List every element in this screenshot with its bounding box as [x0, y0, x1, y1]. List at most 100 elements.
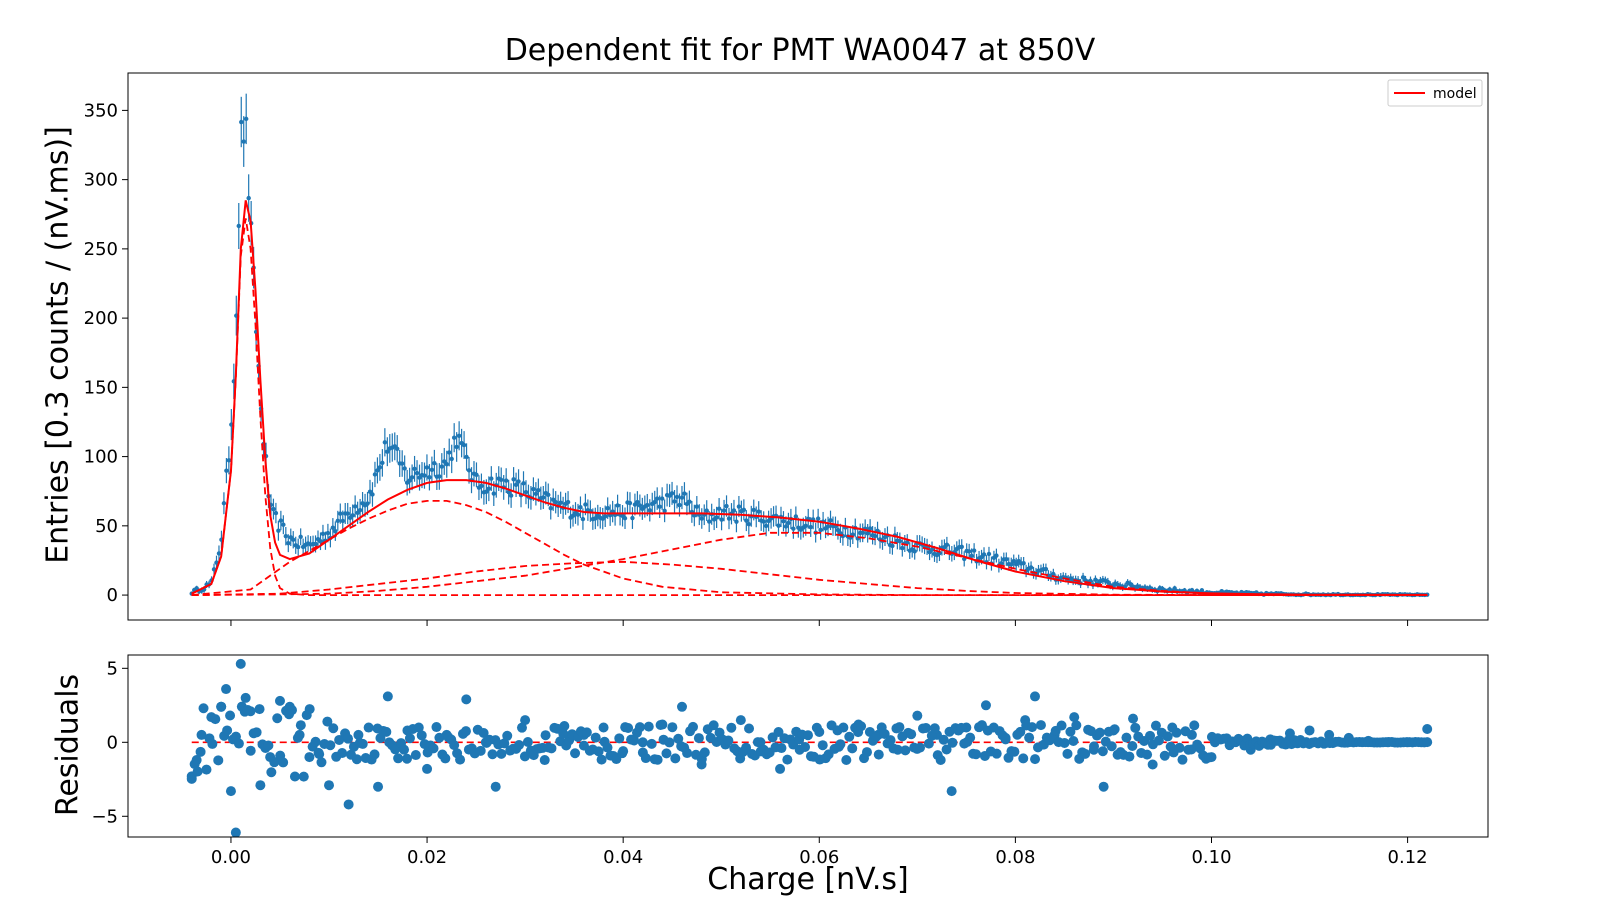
data-point [513, 482, 519, 488]
data-point [503, 478, 509, 483]
residual-point [946, 786, 957, 797]
residual-point [514, 740, 525, 751]
data-point [627, 500, 633, 506]
data-point [533, 491, 539, 497]
data-point [1105, 579, 1111, 585]
residual-point [357, 738, 368, 749]
residual-point [741, 742, 752, 753]
data-point [783, 524, 789, 529]
residuals-y-tick-label: 5 [107, 658, 118, 679]
data-point [751, 507, 756, 513]
data-point [246, 195, 251, 201]
data-point [721, 508, 727, 513]
main-plot-frame [127, 72, 1489, 621]
data-point [499, 477, 504, 483]
data-point [464, 454, 469, 460]
data-point [719, 517, 724, 522]
data-point [929, 547, 935, 552]
data-point [815, 516, 821, 521]
main-y-tick-label-250: 250 [84, 239, 118, 260]
data-point [580, 516, 586, 522]
data-point [763, 523, 769, 529]
residual-point [487, 749, 498, 760]
residual-point [634, 722, 645, 733]
data-point [456, 433, 462, 438]
data-point [244, 116, 249, 122]
data-point [1093, 577, 1098, 582]
residual-point [673, 733, 684, 744]
residual-point [213, 755, 224, 766]
data-point [659, 496, 665, 501]
data-point [825, 524, 831, 529]
residual-point [496, 748, 507, 759]
data-point [808, 524, 813, 530]
residual-point [201, 764, 212, 775]
data-point [605, 505, 610, 511]
residual-point [1189, 720, 1200, 731]
residual-point [1071, 720, 1082, 731]
residual-point [1162, 731, 1173, 742]
data-point [1199, 588, 1205, 593]
data-point [221, 501, 227, 506]
data-point [548, 506, 553, 511]
data-point [1004, 556, 1009, 562]
data-point [657, 504, 662, 509]
residual-point [539, 755, 550, 766]
residual-point [646, 738, 657, 749]
residual-point [428, 743, 439, 754]
data-point [575, 512, 581, 517]
residual-point [254, 704, 265, 715]
residual-point [602, 742, 613, 753]
residual-point [965, 732, 976, 743]
residual-point [980, 700, 991, 711]
residual-point [304, 704, 315, 715]
fit-component-4 [191, 531, 1428, 596]
residual-point [1059, 737, 1070, 748]
residual-point [655, 719, 666, 730]
residual-point [593, 746, 604, 757]
residual-point [460, 726, 471, 737]
residual-point [923, 738, 934, 749]
data-point [969, 553, 974, 559]
data-point [385, 449, 390, 454]
data-point [350, 513, 355, 518]
data-point [677, 502, 682, 508]
data-point [1043, 566, 1049, 572]
data-point [912, 549, 917, 554]
main-y-tick-label-350: 350 [84, 100, 118, 121]
residual-point [1062, 748, 1073, 759]
main-x-ticks [230, 620, 1409, 626]
residual-point [263, 740, 274, 751]
residuals-y-tick-label: −5 [91, 806, 118, 827]
residual-point [888, 743, 899, 754]
data-point [726, 516, 732, 521]
residual-point [422, 763, 433, 774]
residual-point [431, 722, 442, 733]
data-point [999, 561, 1004, 566]
chart-title: Dependent fit for PMT WA0047 at 850V [504, 33, 1096, 68]
data-point [655, 496, 660, 501]
data-point [1009, 562, 1014, 567]
residual-point [1174, 742, 1185, 753]
residual-point [251, 727, 262, 738]
data-point [781, 519, 786, 524]
residual-point [222, 725, 233, 736]
residual-point [744, 723, 755, 734]
residual-point [835, 739, 846, 750]
data-point [442, 459, 447, 464]
data-point [325, 530, 331, 536]
residual-point [708, 720, 719, 731]
data-point [382, 440, 388, 445]
data-point [679, 495, 685, 500]
residual-point [235, 658, 246, 669]
residual-point [693, 733, 704, 744]
residual-point [947, 737, 958, 748]
data-point [565, 499, 571, 505]
data-point [746, 522, 752, 527]
legend: model [1387, 79, 1483, 107]
residual-point [1106, 741, 1117, 752]
residual-point [1422, 737, 1433, 748]
residual-point [272, 713, 283, 724]
data-point [444, 462, 449, 467]
residual-point [1124, 751, 1135, 762]
